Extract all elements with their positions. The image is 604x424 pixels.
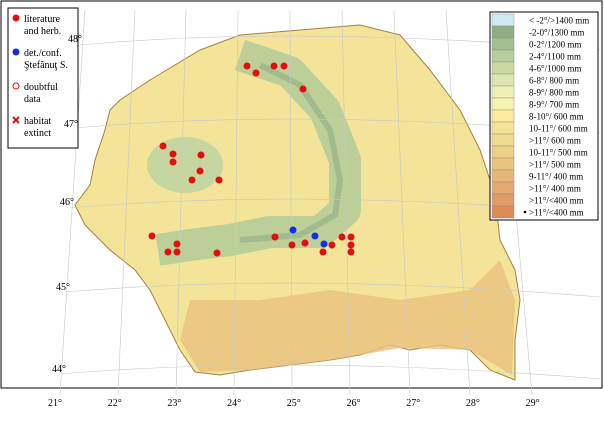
- record: [197, 151, 205, 159]
- record: [159, 142, 167, 150]
- legend-label: data: [24, 94, 41, 105]
- legend-label: < -2°/>1400 mm: [529, 16, 589, 26]
- lat-label: 47°: [64, 119, 78, 130]
- lat-label: 45°: [56, 282, 70, 293]
- lon-label: 24°: [227, 398, 241, 409]
- legend-symbol: [12, 48, 20, 56]
- record: [252, 69, 260, 77]
- legend-label: 10-11°/ 600 mm: [529, 124, 588, 134]
- record: [164, 248, 172, 256]
- record: [148, 232, 156, 240]
- legend-label: >11°/<400 mm: [529, 196, 584, 206]
- mountain-area: [147, 137, 223, 193]
- record: [173, 240, 181, 248]
- legend-label: 4-6°/1000 mm: [529, 64, 581, 74]
- records: [148, 62, 355, 257]
- legend-symbol: [12, 14, 20, 22]
- legend-label: det./conf.: [24, 48, 62, 59]
- legend-label: extinct: [24, 128, 51, 139]
- country-area: [74, 24, 521, 381]
- legend-label: Ştefănuţ S.: [24, 60, 68, 71]
- legend-label: and herb.: [24, 26, 61, 37]
- legend-swatch: [491, 169, 515, 183]
- legend-label: 8-10°/ 600 mm: [529, 112, 584, 122]
- lat-label: 44°: [52, 364, 66, 375]
- legend-label: 6-8°/ 800 mm: [529, 76, 579, 86]
- legend-swatch: [491, 25, 515, 39]
- record: [213, 249, 221, 257]
- legend-swatch: [491, 97, 515, 111]
- legend-label: >11°/ 600 mm: [529, 136, 581, 146]
- legend-swatch: [491, 133, 515, 147]
- legend-symbol: [12, 116, 20, 124]
- legend-label: 8-9°/ 700 mm: [529, 100, 579, 110]
- record: [347, 233, 355, 241]
- record: [347, 241, 355, 249]
- legend-swatch: [491, 193, 515, 207]
- lon-label: 27°: [406, 398, 420, 409]
- lon-label: 25°: [287, 398, 301, 409]
- legend-swatch: [491, 13, 515, 27]
- record: [319, 248, 327, 256]
- legend-swatch: [491, 49, 515, 63]
- legend-swatch: [491, 145, 515, 159]
- record: [215, 176, 223, 184]
- record: [188, 176, 196, 184]
- record: [347, 248, 355, 256]
- lon-label: 28°: [466, 398, 480, 409]
- legend-swatch: [491, 121, 515, 135]
- record: [311, 232, 319, 240]
- legend-swatch: [491, 181, 515, 195]
- legend-label: 8-9°/ 800 mm: [529, 88, 579, 98]
- legend-swatch: [491, 205, 515, 219]
- lon-label: 23°: [167, 398, 181, 409]
- legend-label: >11°/<400 mm: [529, 208, 584, 218]
- lat-label: 46°: [60, 197, 74, 208]
- record: [289, 226, 297, 234]
- record: [173, 248, 181, 256]
- lon-label: 22°: [108, 398, 122, 409]
- symbol-legend: [7, 7, 79, 149]
- record: [338, 233, 346, 241]
- legend-swatch: [491, 85, 515, 99]
- record: [301, 239, 309, 247]
- legend-label: >11°/ 400 mm: [529, 184, 581, 194]
- record: [299, 85, 307, 93]
- lon-label: 29°: [526, 398, 540, 409]
- legend-label: 2-4°/1100 mm: [529, 52, 581, 62]
- confirmed-records: [289, 226, 328, 248]
- record: [169, 158, 177, 166]
- legend-swatch: [491, 109, 515, 123]
- record: [280, 62, 288, 70]
- lon-label: 21°: [48, 398, 62, 409]
- record: [243, 62, 251, 70]
- legend-swatch: [491, 61, 515, 75]
- legend-label: 9-11°/ 400 mm: [529, 172, 583, 182]
- record: [169, 150, 177, 158]
- lat-label: 48°: [68, 34, 82, 45]
- legend-label: literature: [24, 14, 61, 25]
- legend-swatch: [491, 37, 515, 51]
- legend-label: 10-11°/ 500 mm: [529, 148, 588, 158]
- legend-swatch: [491, 157, 515, 171]
- record: [271, 233, 279, 241]
- legend-label: -2-0°/1300 mm: [529, 28, 584, 38]
- legend-symbol: [12, 82, 20, 90]
- legend-label: 0-2°/1200 mm: [529, 40, 581, 50]
- lowland-area: [180, 260, 515, 375]
- legend-swatch: [491, 73, 515, 87]
- legend-label: doubtful: [24, 82, 58, 93]
- record: [320, 240, 328, 248]
- high-mountain: [239, 62, 344, 243]
- record: [288, 241, 296, 249]
- legend-label: habitat: [24, 116, 51, 127]
- record: [328, 241, 336, 249]
- legend-label: >11°/ 500 mm: [529, 160, 581, 170]
- record: [270, 62, 278, 70]
- lon-label: 26°: [347, 398, 361, 409]
- legend-bullet: [523, 210, 527, 214]
- record: [196, 167, 204, 175]
